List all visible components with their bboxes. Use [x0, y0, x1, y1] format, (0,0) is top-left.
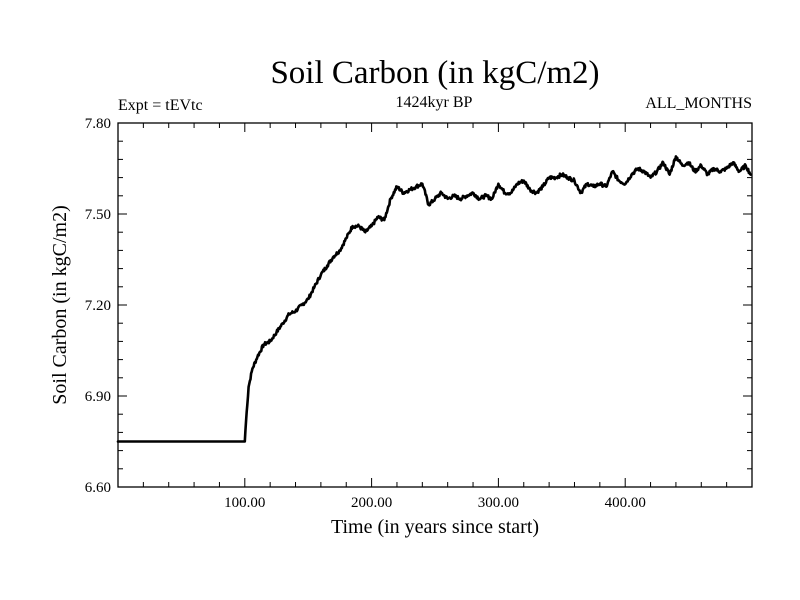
- x-axis-title: Time (in years since start): [331, 516, 539, 538]
- x-tick-label: 200.00: [351, 495, 392, 511]
- months-label: ALL_MONTHS: [645, 95, 752, 112]
- y-tick-label: 7.80: [85, 116, 111, 132]
- y-tick-label: 7.20: [85, 298, 111, 314]
- x-tick-label: 100.00: [224, 495, 265, 511]
- plot-frame: [117, 122, 753, 488]
- x-tick-label: 300.00: [478, 495, 519, 511]
- chart-title: Soil Carbon (in kgC/m2): [270, 55, 599, 91]
- experiment-label: Expt = tEVtc: [118, 97, 203, 114]
- y-axis-title: Soil Carbon (in kgC/m2): [49, 205, 71, 404]
- y-tick-label: 6.60: [85, 480, 111, 496]
- y-tick-label: 7.50: [85, 207, 111, 223]
- period-label: 1424kyr BP: [396, 94, 473, 111]
- series-line-soil-carbon: [116, 155, 752, 443]
- x-tick-label: 400.00: [605, 495, 646, 511]
- y-tick-label: 6.90: [85, 389, 111, 405]
